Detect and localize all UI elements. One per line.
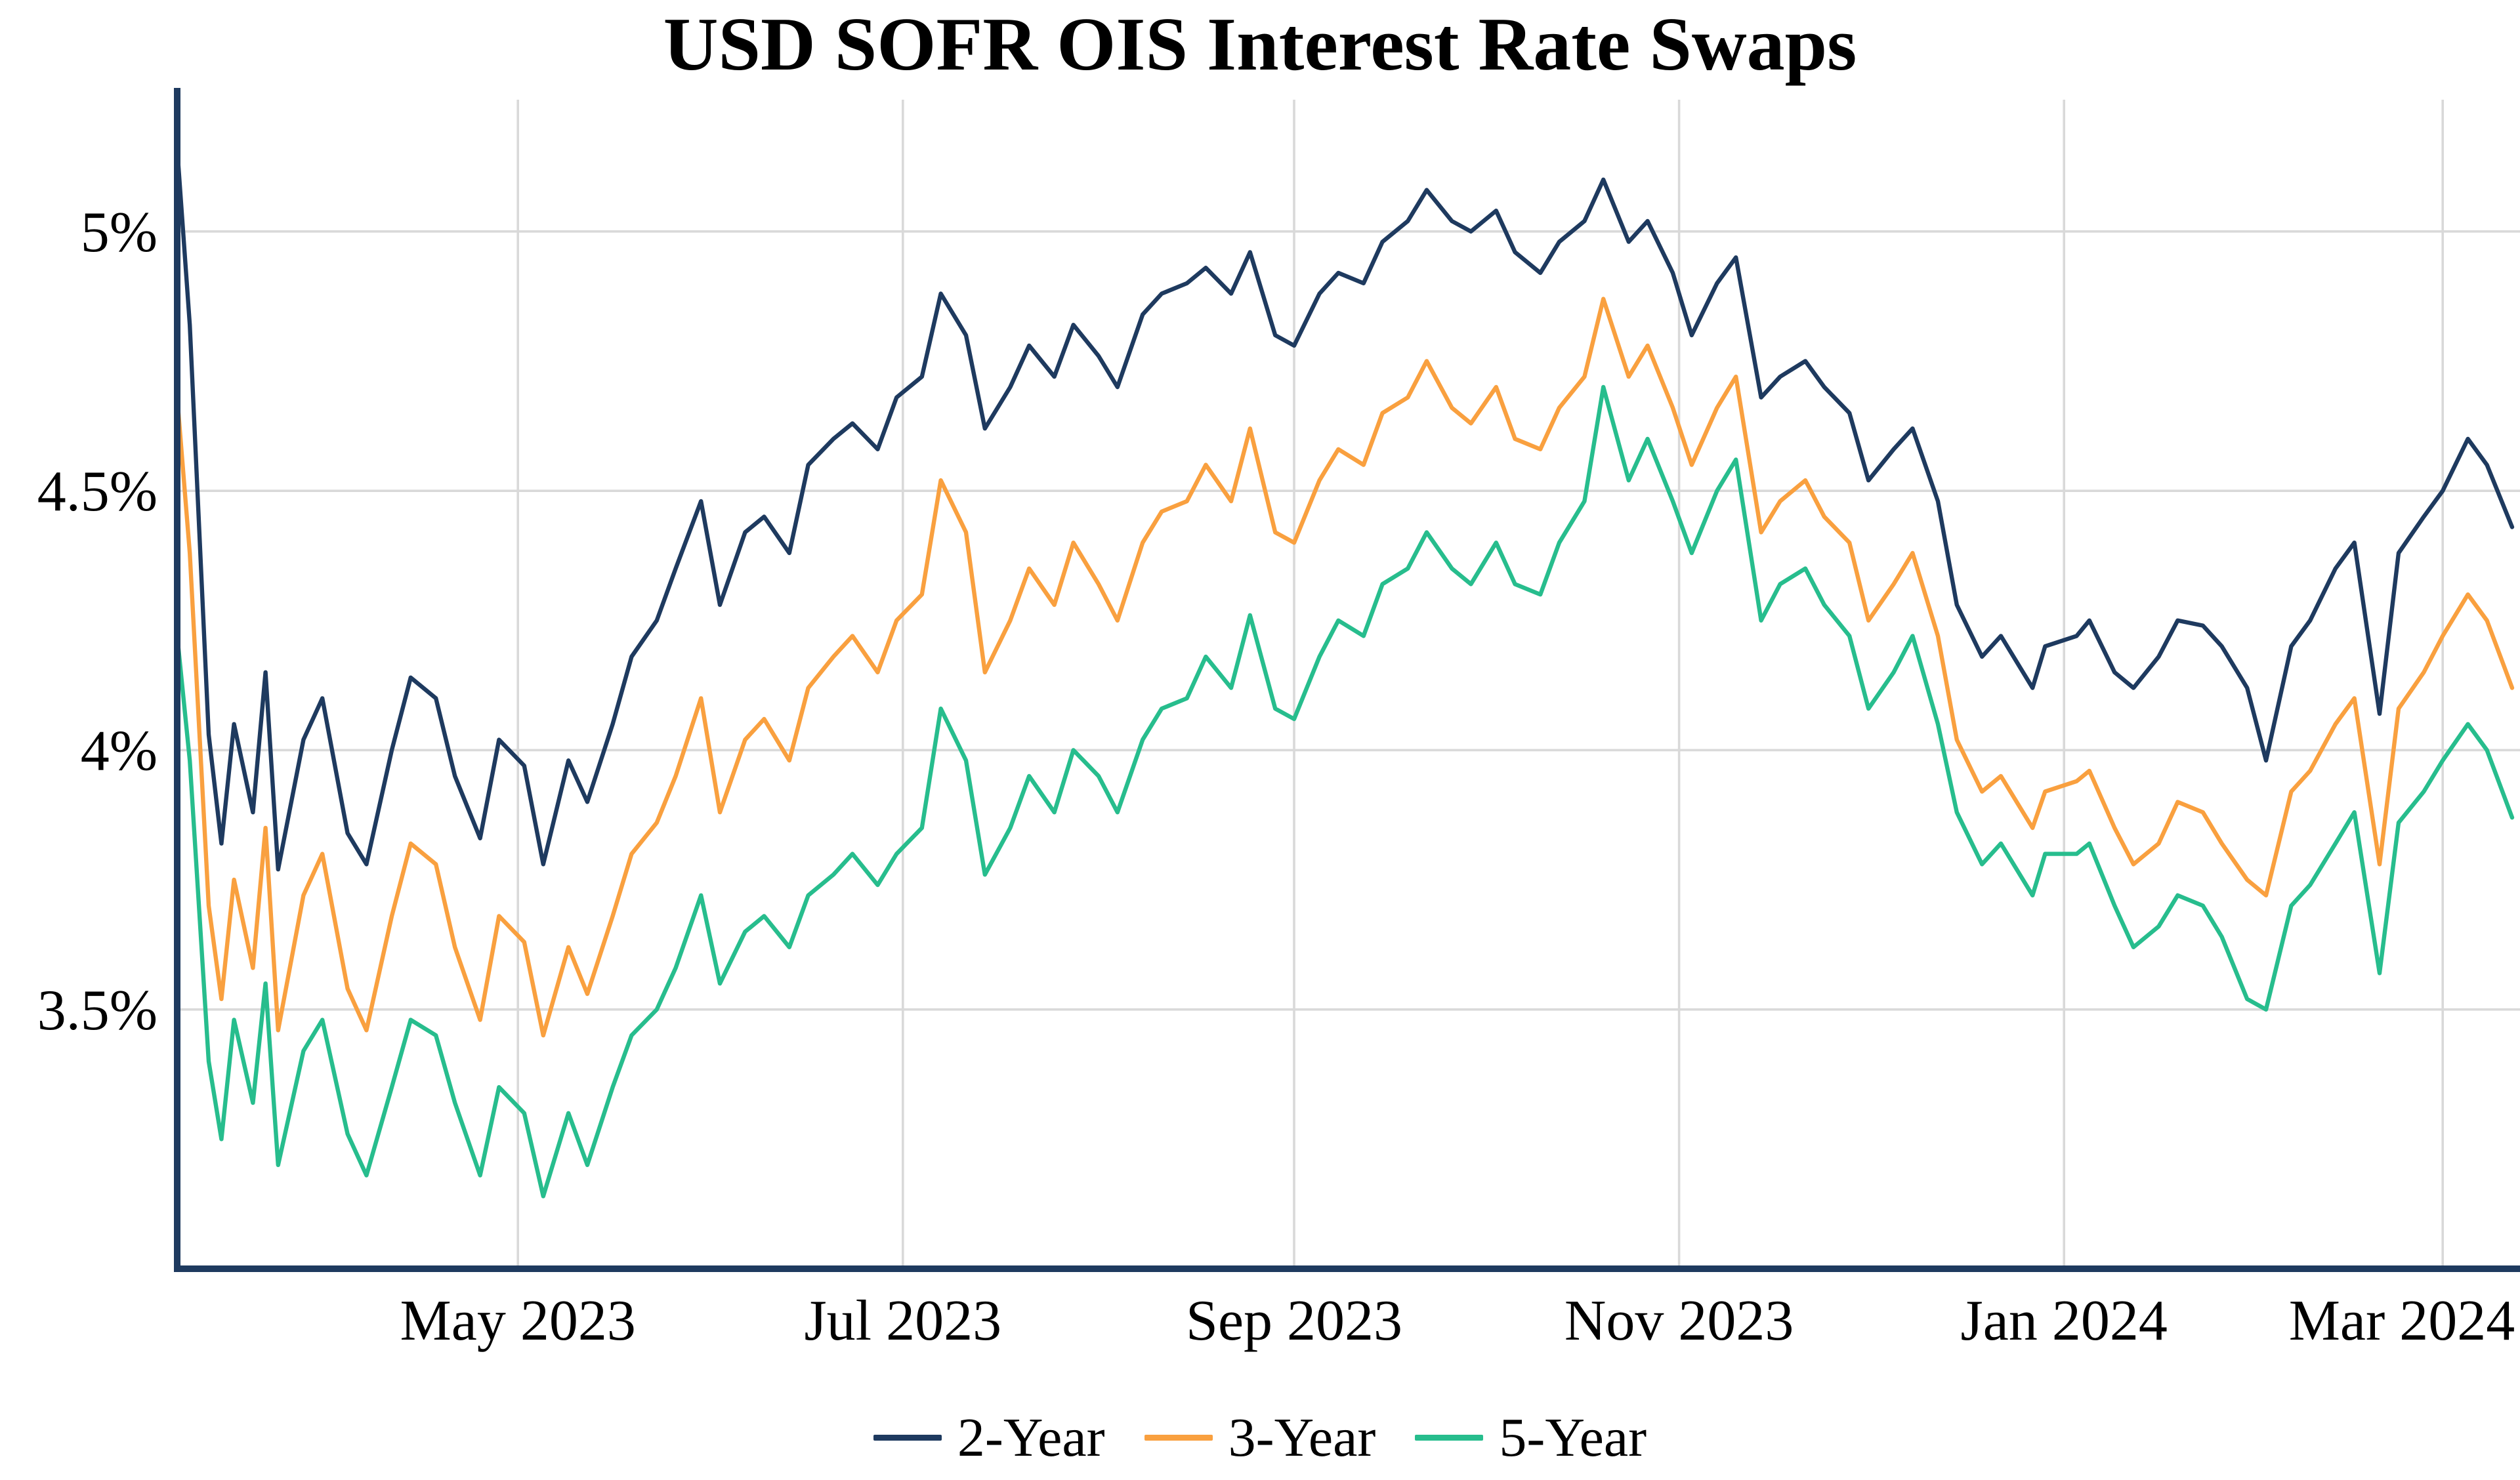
legend-item-5-year: 5-Year	[1415, 1406, 1647, 1470]
x-axis-tick-label: Sep 2023	[1186, 1289, 1402, 1353]
legend-swatch-5-year	[1415, 1434, 1484, 1441]
legend-label-2-year: 2-Year	[957, 1407, 1105, 1468]
chart-title: USD SOFR OIS Interest Rate Swaps	[663, 3, 1857, 87]
series-line-2-year	[175, 146, 2515, 872]
x-axis-tick-label: Nov 2023	[1564, 1289, 1794, 1353]
series-line-3-year	[175, 297, 2515, 1038]
chart-plot-area: 3.5% 4% 4.5% 5% May 2023 Jul 2023 Sep 2023 Nov …	[37, 88, 2520, 1353]
x-axis-tick-label: Jan 2024	[1961, 1289, 2168, 1353]
legend-swatch-3-year	[1144, 1434, 1213, 1441]
y-axis-tick-label: 4.5%	[37, 460, 158, 524]
legend-label-3-year: 3-Year	[1228, 1407, 1376, 1468]
x-axis-tick-label: Mar 2024	[2289, 1289, 2515, 1353]
y-axis-tick-label: 4%	[81, 719, 158, 783]
legend-swatch-2-year	[873, 1434, 942, 1441]
y-axis-tick-label: 5%	[81, 201, 158, 264]
x-axis-tick-label: Jul 2023	[804, 1289, 1001, 1353]
series-line-5-year	[175, 384, 2515, 1199]
chart-legend: 2-Year 3-Year 5-Year	[873, 1401, 1647, 1473]
legend-item-3-year: 3-Year	[1144, 1406, 1376, 1470]
y-axis-tick-label: 3.5%	[37, 979, 158, 1042]
x-axis-tick-label: May 2023	[400, 1289, 636, 1353]
legend-label-5-year: 5-Year	[1499, 1407, 1647, 1468]
legend-item-2-year: 2-Year	[873, 1406, 1105, 1470]
